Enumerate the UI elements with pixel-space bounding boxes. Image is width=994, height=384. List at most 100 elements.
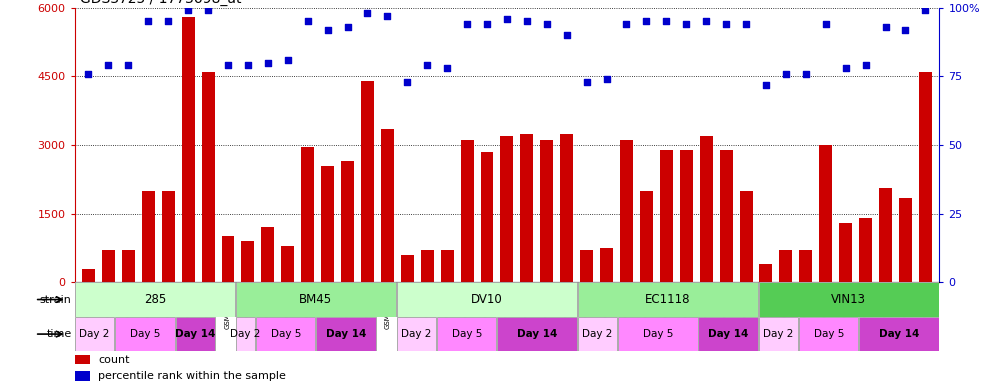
Bar	[122, 250, 135, 282]
Bar	[162, 191, 175, 282]
Bar	[381, 129, 394, 282]
Text: Day 5: Day 5	[642, 329, 673, 339]
Point	[479, 21, 495, 27]
Point	[559, 32, 575, 38]
Bar	[316, 317, 376, 351]
Text: GDS3725 / 1773698_at: GDS3725 / 1773698_at	[80, 0, 241, 6]
Text: time: time	[47, 329, 72, 339]
Point	[539, 21, 555, 27]
Bar	[460, 141, 473, 282]
Bar	[600, 248, 613, 282]
Point	[719, 21, 735, 27]
Point	[638, 18, 654, 25]
Point	[220, 62, 236, 68]
Text: count: count	[98, 354, 130, 364]
Bar	[222, 237, 235, 282]
Text: Day 2: Day 2	[80, 329, 110, 339]
Bar	[236, 317, 255, 351]
Bar	[561, 134, 574, 282]
Text: percentile rank within the sample: percentile rank within the sample	[98, 371, 286, 381]
Bar	[720, 149, 733, 282]
Point	[360, 10, 376, 16]
Bar	[401, 255, 414, 282]
Point	[618, 21, 634, 27]
Bar	[859, 317, 939, 351]
Bar	[918, 72, 931, 282]
Point	[878, 24, 894, 30]
Text: Day 5: Day 5	[130, 329, 160, 339]
Bar	[541, 141, 554, 282]
Bar	[236, 282, 396, 317]
Point	[300, 18, 316, 25]
Point	[898, 26, 913, 33]
Bar	[521, 134, 534, 282]
Bar	[75, 371, 89, 381]
Bar	[758, 317, 798, 351]
Point	[200, 7, 216, 13]
Bar	[799, 317, 859, 351]
Point	[838, 65, 854, 71]
Text: Day 14: Day 14	[326, 329, 366, 339]
Bar	[758, 282, 939, 317]
Point	[240, 62, 255, 68]
Point	[778, 71, 794, 77]
Bar	[799, 250, 812, 282]
Text: Day 14: Day 14	[517, 329, 558, 339]
Text: Day 2: Day 2	[231, 329, 260, 339]
Bar	[580, 250, 593, 282]
Bar	[899, 198, 911, 282]
Text: 285: 285	[144, 293, 166, 306]
Point	[81, 71, 96, 77]
Bar	[115, 317, 175, 351]
Bar	[500, 136, 514, 282]
Bar	[255, 317, 315, 351]
Text: Day 2: Day 2	[582, 329, 612, 339]
Text: Day 5: Day 5	[451, 329, 482, 339]
Text: BM45: BM45	[299, 293, 332, 306]
Point	[798, 71, 814, 77]
Text: Day 14: Day 14	[175, 329, 216, 339]
Bar	[102, 250, 115, 282]
Text: Day 2: Day 2	[763, 329, 793, 339]
Bar	[740, 191, 752, 282]
Bar	[779, 250, 792, 282]
Bar	[321, 166, 334, 282]
Bar	[680, 149, 693, 282]
Point	[400, 79, 415, 85]
Text: Day 5: Day 5	[270, 329, 301, 339]
Point	[419, 62, 435, 68]
Point	[739, 21, 754, 27]
Bar	[242, 241, 254, 282]
Bar	[75, 317, 114, 351]
Point	[439, 65, 455, 71]
Bar	[142, 191, 155, 282]
Bar	[640, 191, 653, 282]
Point	[858, 62, 874, 68]
Bar	[859, 218, 872, 282]
Bar	[301, 147, 314, 282]
Point	[320, 26, 336, 33]
Bar	[578, 317, 617, 351]
Bar	[341, 161, 354, 282]
Point	[598, 76, 614, 82]
Bar	[620, 141, 633, 282]
Point	[818, 21, 834, 27]
Point	[100, 62, 116, 68]
Bar	[819, 145, 832, 282]
Point	[279, 57, 295, 63]
Point	[140, 18, 156, 25]
Bar	[660, 149, 673, 282]
Bar	[420, 250, 433, 282]
Text: Day 14: Day 14	[708, 329, 748, 339]
Point	[120, 62, 136, 68]
Point	[180, 7, 196, 13]
Bar	[75, 355, 89, 364]
Text: VIN13: VIN13	[831, 293, 867, 306]
Point	[499, 16, 515, 22]
Text: strain: strain	[40, 295, 72, 305]
Point	[579, 79, 594, 85]
Text: DV10: DV10	[471, 293, 503, 306]
Bar	[202, 72, 215, 282]
Text: Day 5: Day 5	[813, 329, 844, 339]
Bar	[879, 189, 892, 282]
